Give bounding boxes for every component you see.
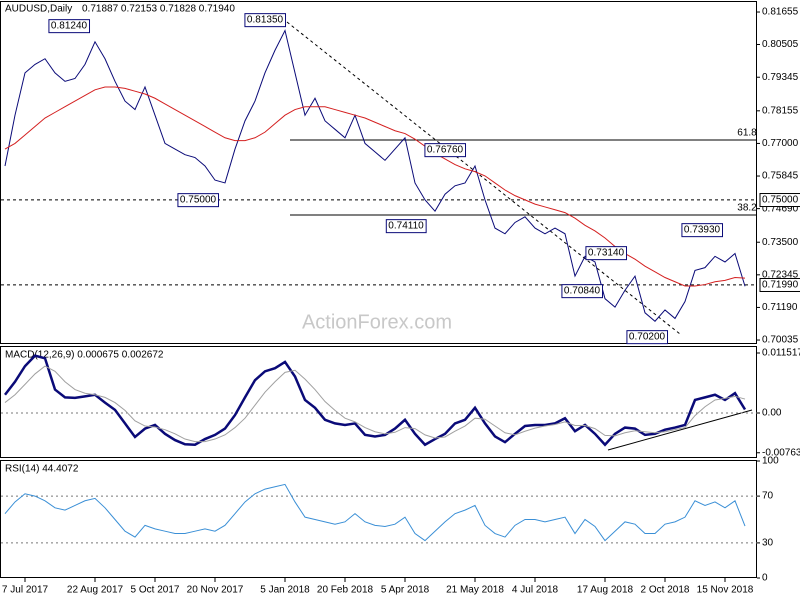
- price-panel: [0, 1, 757, 344]
- price-label: 0.74110: [388, 221, 424, 232]
- x-tick-label: 2 Oct 2018: [641, 585, 690, 596]
- y-tick-label: -0.007634: [762, 447, 800, 458]
- price-label: 0.76760: [427, 145, 464, 156]
- price-label: 0.70840: [564, 286, 601, 297]
- x-tick-label: 21 May 2018: [446, 585, 504, 596]
- y-tick-label: 0.73500: [762, 237, 799, 248]
- price-label: 0.73140: [588, 248, 625, 259]
- x-tick-label: 20 Feb 2018: [317, 585, 374, 596]
- fib-label: 61.8: [737, 128, 757, 139]
- label-box: [585, 246, 628, 261]
- y-tick-label: 0.70035: [762, 335, 799, 346]
- series-line: [4, 29, 746, 322]
- label-box: [424, 143, 467, 158]
- macd-title: MACD(12,26,9) 0.000675 0.002672: [5, 350, 164, 361]
- label-box: [48, 19, 91, 34]
- rsi-panel: [0, 460, 757, 578]
- label-box: [244, 13, 287, 28]
- x-tick-label: 22 Aug 2017: [67, 585, 124, 596]
- y-tick-label: 0.77000: [762, 138, 799, 149]
- price-label: 0.75000: [180, 195, 217, 206]
- price-title: AUDUSD,Daily: [5, 4, 72, 15]
- y-tick-label: 0.75845: [762, 171, 799, 182]
- label-box: [759, 193, 800, 208]
- x-tick-label: 5 Apr 2018: [381, 585, 430, 596]
- x-tick-label: 15 Nov 2018: [697, 585, 754, 596]
- x-tick-label: 5 Jan 2018: [260, 585, 310, 596]
- y-tick-label: 0.80505: [762, 39, 799, 50]
- x-tick-label: 20 Nov 2017: [187, 585, 244, 596]
- label-box: [561, 284, 604, 299]
- price-label: 0.70200: [629, 332, 666, 343]
- x-tick-label: 5 Oct 2017: [131, 585, 180, 596]
- y-tick-label: 0.78155: [762, 105, 799, 116]
- y-tick-label: 0.71190: [762, 302, 798, 313]
- fib-label: 38.2: [737, 203, 757, 214]
- level-label: 0.75000: [762, 195, 799, 206]
- y-tick-label: 0.74690: [762, 203, 799, 214]
- series-line: [4, 483, 746, 542]
- series-line: [4, 354, 747, 447]
- rsi-title: RSI(14) 44.4072: [5, 464, 79, 475]
- y-tick-label: 0: [762, 573, 768, 584]
- watermark: ActionForex.com: [302, 311, 452, 333]
- x-tick-label: 4 Jul 2018: [512, 585, 559, 596]
- y-tick-label: 0.81655: [762, 7, 799, 18]
- price-label: 0.73930: [684, 225, 721, 236]
- y-tick-label: 0.011517: [762, 348, 800, 359]
- y-tick-label: 0.79345: [762, 72, 799, 83]
- label-box: [385, 219, 427, 234]
- y-tick-label: 0.72345: [762, 269, 799, 280]
- y-tick-label: 30: [762, 538, 774, 549]
- label-box: [626, 330, 669, 345]
- x-tick-label: 17 Aug 2018: [577, 585, 634, 596]
- trend-line: [607, 409, 753, 451]
- price-label: 0.81350: [247, 15, 284, 26]
- price-label: 0.81240: [51, 21, 88, 32]
- label-box: [177, 193, 220, 208]
- price-ohlc: 0.71887 0.72153 0.71828 0.71940: [82, 4, 235, 15]
- x-tick-label: 7 Jul 2017: [2, 585, 49, 596]
- y-tick-label: 70: [762, 491, 774, 502]
- series-line: [4, 86, 746, 287]
- macd-panel: [0, 346, 757, 458]
- y-tick-label: 100: [762, 456, 779, 467]
- y-tick-label: 0.00: [762, 408, 782, 419]
- series-line: [4, 365, 746, 443]
- label-box: [681, 223, 724, 238]
- label-box: [759, 277, 800, 292]
- trend-line: [286, 21, 681, 335]
- level-label: 0.71990: [762, 279, 799, 290]
